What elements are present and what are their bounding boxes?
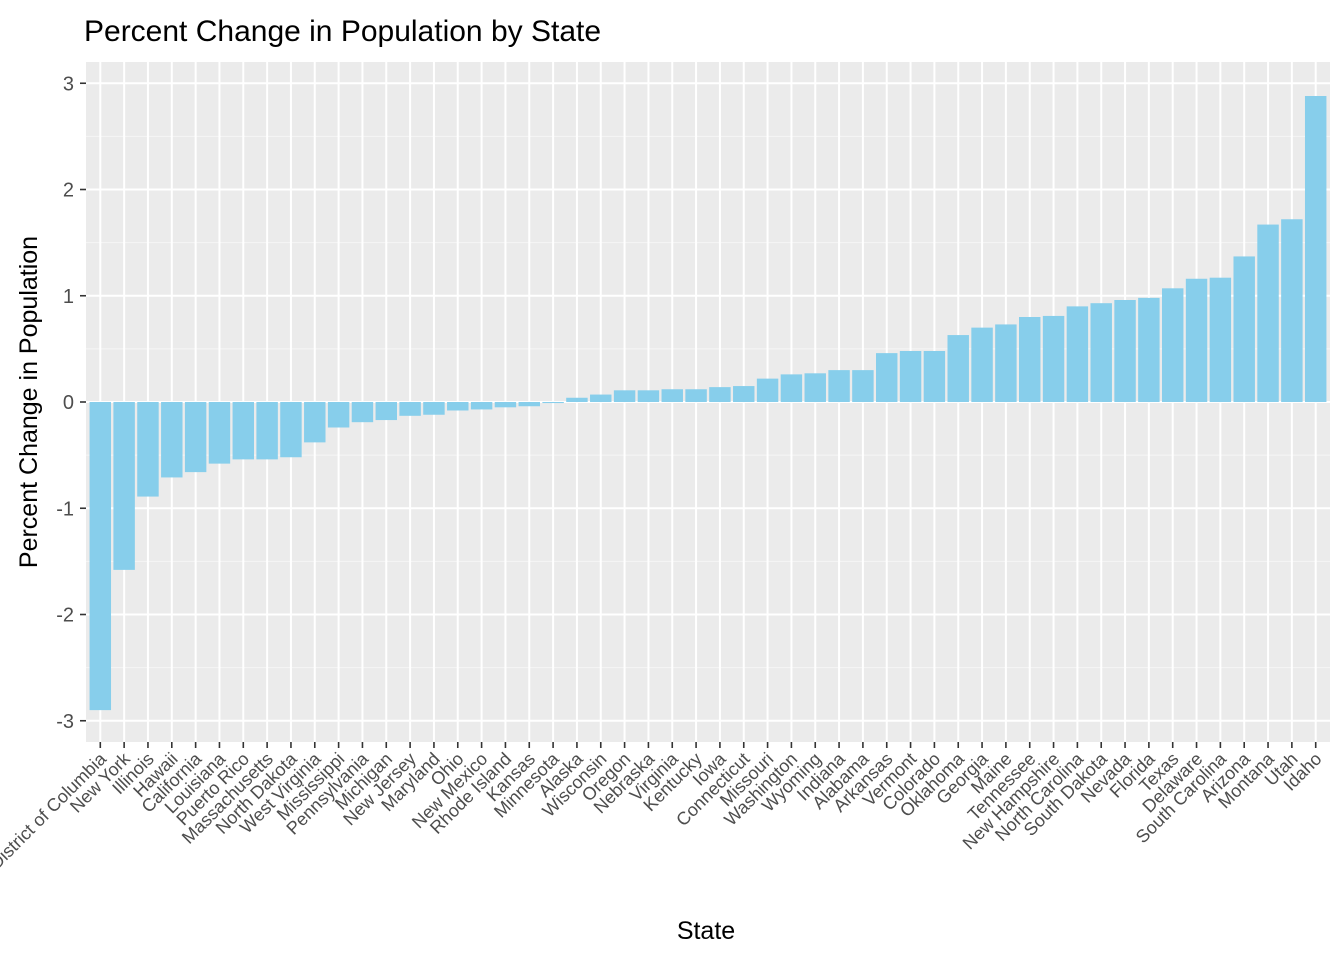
bar bbox=[1042, 315, 1065, 402]
bar bbox=[399, 402, 421, 416]
bar bbox=[208, 402, 231, 464]
bar bbox=[733, 386, 755, 402]
x-tick-label: District of Columbia bbox=[0, 748, 111, 873]
bar bbox=[1304, 96, 1327, 402]
bar bbox=[1114, 300, 1136, 402]
bar bbox=[137, 402, 159, 497]
bar bbox=[280, 402, 302, 458]
x-axis-title: State bbox=[677, 917, 735, 945]
bar bbox=[1257, 224, 1279, 402]
bar bbox=[852, 370, 874, 402]
bar bbox=[685, 389, 707, 402]
bar bbox=[351, 402, 374, 423]
bar bbox=[518, 402, 540, 407]
bar bbox=[113, 402, 135, 570]
bar bbox=[995, 324, 1017, 402]
major-gridlines bbox=[86, 62, 1330, 742]
y-tick-label: 2 bbox=[63, 180, 74, 202]
bar bbox=[637, 390, 660, 402]
bar bbox=[923, 351, 946, 402]
chart-title: Percent Change in Population by State bbox=[84, 15, 601, 48]
bar bbox=[590, 394, 612, 402]
bar bbox=[232, 402, 255, 460]
bar bbox=[709, 387, 731, 402]
bar bbox=[1019, 317, 1041, 402]
bar bbox=[1209, 277, 1232, 402]
bar bbox=[1281, 219, 1303, 402]
y-tick-label: -1 bbox=[56, 498, 74, 520]
y-tick-label: -2 bbox=[56, 605, 74, 627]
bar bbox=[613, 390, 636, 402]
bar bbox=[494, 402, 517, 408]
bar bbox=[375, 402, 397, 421]
y-tick-label: 3 bbox=[63, 73, 74, 95]
bar bbox=[566, 397, 588, 402]
y-tick-label: 0 bbox=[63, 392, 74, 414]
bar bbox=[780, 374, 803, 402]
bar bbox=[1185, 278, 1208, 402]
bar bbox=[947, 335, 969, 402]
bar bbox=[971, 327, 993, 402]
bar bbox=[161, 402, 183, 478]
bar bbox=[756, 378, 779, 402]
bar bbox=[828, 370, 850, 402]
y-tick-label: -3 bbox=[56, 711, 74, 733]
bar bbox=[1138, 297, 1160, 402]
y-axis-title: Percent Change in Population bbox=[15, 236, 43, 568]
y-tick-label: 1 bbox=[63, 286, 74, 308]
bar bbox=[661, 389, 683, 402]
y-axis: -3 -2 -1 0 1 2 3 bbox=[56, 73, 86, 733]
bar bbox=[256, 402, 278, 460]
bar bbox=[1233, 256, 1255, 402]
bar bbox=[327, 402, 350, 428]
bar bbox=[184, 402, 207, 473]
bar bbox=[1066, 306, 1089, 402]
bar bbox=[899, 351, 922, 402]
bar bbox=[804, 373, 826, 402]
bar bbox=[1090, 303, 1112, 402]
bar bbox=[423, 402, 445, 415]
bar bbox=[89, 402, 112, 711]
bar bbox=[1161, 288, 1184, 402]
bar bbox=[304, 402, 326, 443]
bar bbox=[876, 353, 898, 402]
bar bbox=[470, 402, 493, 410]
bar bbox=[447, 402, 469, 411]
bar bbox=[542, 402, 564, 404]
bars bbox=[89, 96, 1327, 711]
